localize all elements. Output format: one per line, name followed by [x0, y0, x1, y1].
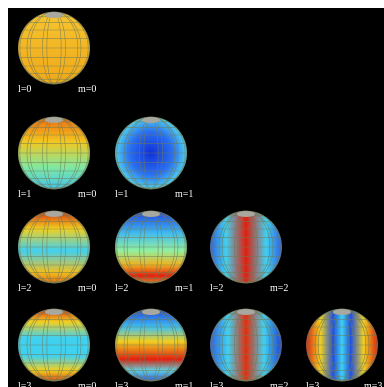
- l-label: l=1: [115, 189, 128, 200]
- l-label: l=3: [210, 381, 223, 387]
- pole-cap: [142, 211, 160, 217]
- m-label: m=1: [175, 189, 193, 200]
- pole-cap: [237, 211, 255, 217]
- pole-cap: [237, 309, 255, 315]
- l-label: l=3: [18, 381, 31, 387]
- sphere: [115, 309, 187, 381]
- sphere: [18, 211, 90, 283]
- pole-cap: [45, 12, 63, 18]
- m-label: m=0: [78, 189, 96, 200]
- l-label: l=1: [18, 189, 31, 200]
- pole-cap: [45, 211, 63, 217]
- pole-cap: [45, 117, 63, 123]
- m-label: m=1: [175, 381, 193, 387]
- pole-cap: [333, 309, 351, 315]
- l-label: l=2: [18, 283, 31, 294]
- sphere: [18, 12, 90, 84]
- sphere: [115, 211, 187, 283]
- m-label: m=0: [78, 381, 96, 387]
- l-label: l=0: [18, 84, 31, 95]
- m-label: m=2: [270, 381, 288, 387]
- sphere: [210, 211, 282, 283]
- m-label: m=2: [270, 283, 288, 294]
- l-label: l=3: [306, 381, 319, 387]
- sphere: [115, 117, 187, 189]
- sphere: [18, 117, 90, 189]
- m-label: m=1: [175, 283, 193, 294]
- figure: l=0 m=0 l=1 m=0 l=1 m=1 l=2 m=0 l=2 m=1 l=2 m=2 l=3 m…: [0, 0, 384, 387]
- sphere: [210, 309, 282, 381]
- pole-cap: [45, 309, 63, 315]
- sphere: [306, 309, 378, 381]
- pole-cap: [142, 309, 160, 315]
- l-label: l=2: [115, 283, 128, 294]
- sphere: [18, 309, 90, 381]
- m-label: m=0: [78, 84, 96, 95]
- pole-cap: [142, 117, 160, 123]
- m-label: m=3: [364, 381, 382, 387]
- l-label: l=2: [210, 283, 223, 294]
- m-label: m=0: [78, 283, 96, 294]
- l-label: l=3: [115, 381, 128, 387]
